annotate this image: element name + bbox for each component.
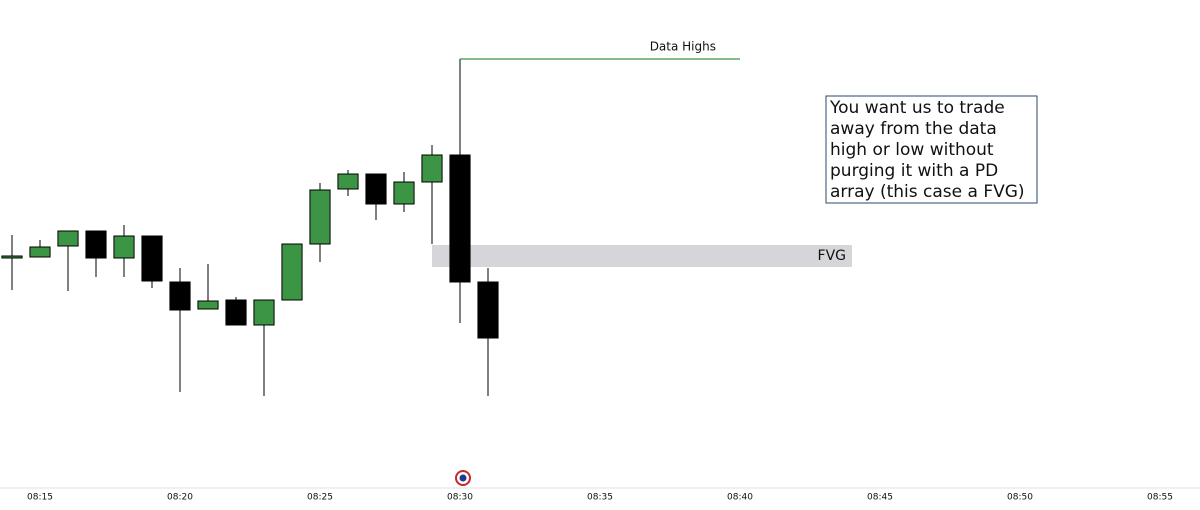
candle-body [225, 299, 247, 326]
fvg-zone [432, 245, 852, 267]
candle-body [393, 181, 415, 205]
note-box [825, 95, 1038, 204]
x-tick-label: 08:35 [587, 493, 613, 503]
candle-body [113, 235, 135, 259]
x-tick-label: 08:15 [27, 493, 53, 503]
candle-body [141, 235, 163, 282]
x-tick-label: 08:20 [167, 493, 193, 503]
candle-body [57, 230, 79, 247]
event-flag-center [459, 474, 467, 482]
candle-body [337, 173, 359, 190]
note-line: array (this case a FVG) [830, 182, 1025, 202]
data-highs-label: Data Highs [650, 40, 716, 54]
candle-body [477, 281, 499, 339]
note-line: high or low without [830, 140, 994, 160]
note-line: away from the data [830, 119, 997, 139]
candle-body [281, 243, 303, 301]
x-tick-label: 08:30 [447, 493, 473, 503]
x-tick-label: 08:25 [307, 493, 333, 503]
candle-body [309, 189, 331, 245]
candle-body [85, 230, 107, 259]
candle-body [421, 154, 443, 183]
fvg-label: FVG [818, 248, 846, 264]
candle-body [169, 281, 191, 311]
x-tick-label: 08:45 [867, 493, 893, 503]
note-line: You want us to trade [829, 98, 1005, 118]
x-tick-label: 08:55 [1147, 493, 1173, 503]
x-tick-label: 08:50 [1007, 493, 1033, 503]
candle-body [365, 173, 387, 205]
x-tick-label: 08:40 [727, 493, 753, 503]
note-line: purging it with a PD [830, 161, 998, 181]
candle-body [449, 154, 471, 283]
candle-body [1, 255, 23, 259]
candle-body [29, 246, 51, 258]
candle-body [197, 300, 219, 310]
candle-body [253, 299, 275, 326]
